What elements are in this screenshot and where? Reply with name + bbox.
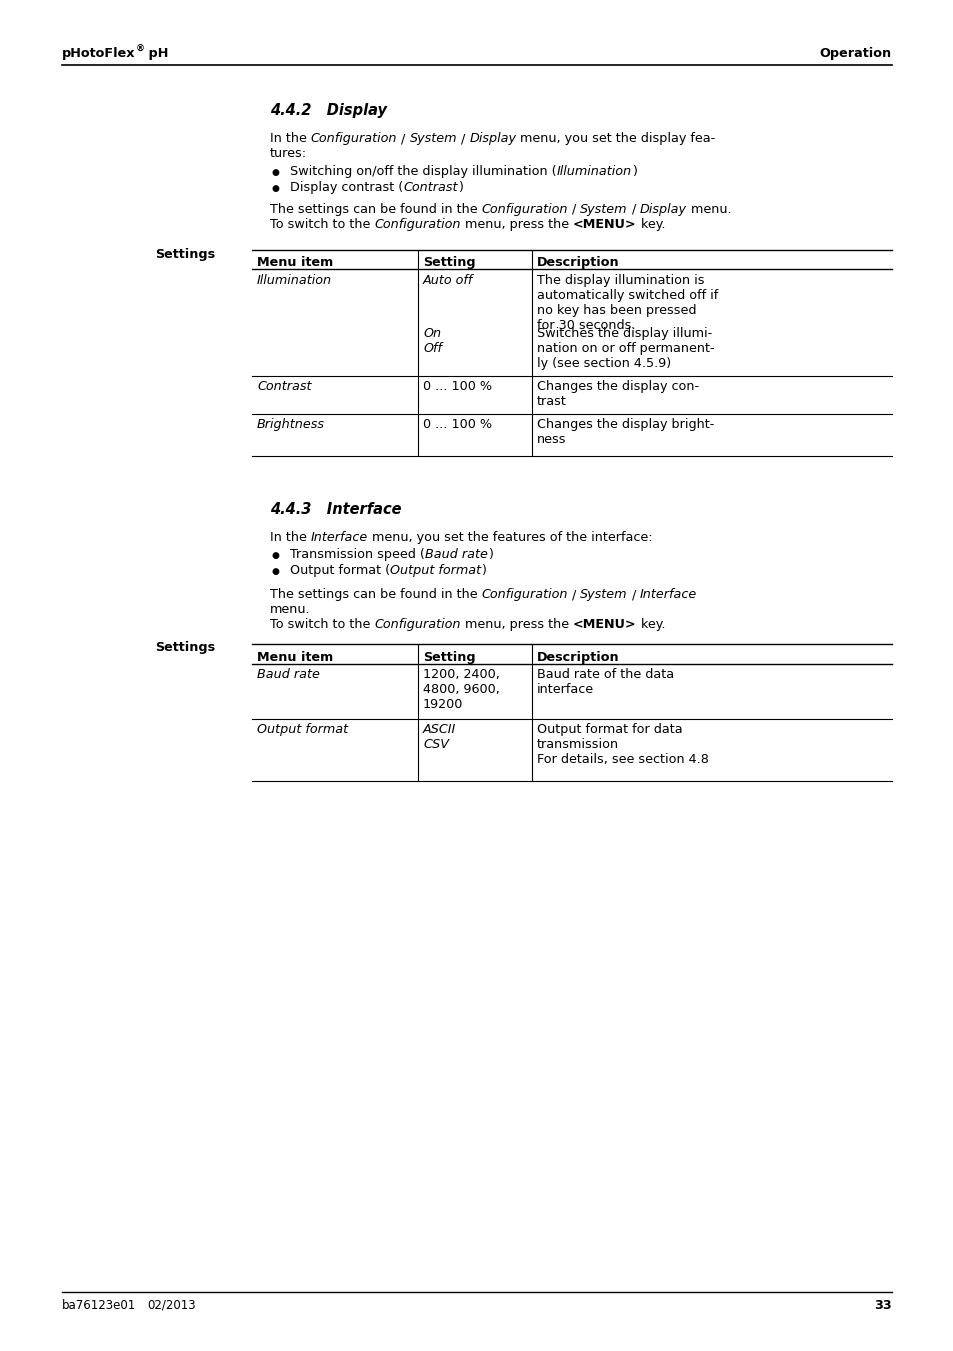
Text: ba76123e01: ba76123e01: [62, 1300, 136, 1312]
Text: menu, press the: menu, press the: [460, 218, 573, 231]
Text: 0 ... 100 %: 0 ... 100 %: [422, 417, 492, 431]
Text: Output format for data: Output format for data: [537, 723, 682, 736]
Text: Description: Description: [537, 255, 619, 269]
Text: ): ): [480, 563, 486, 577]
Text: /: /: [627, 588, 639, 601]
Text: Changes the display con-: Changes the display con-: [537, 380, 699, 393]
Text: Configuration: Configuration: [481, 203, 568, 216]
Text: Display contrast (: Display contrast (: [290, 181, 403, 195]
Text: /: /: [397, 132, 409, 145]
Text: Output format (: Output format (: [290, 563, 390, 577]
Text: 4.4.2   Display: 4.4.2 Display: [270, 103, 387, 118]
Text: For details, see section 4.8: For details, see section 4.8: [537, 753, 708, 766]
Text: transmission: transmission: [537, 738, 618, 751]
Text: pH: pH: [144, 47, 169, 59]
Text: ): ): [631, 165, 636, 178]
Text: 4800, 9600,: 4800, 9600,: [422, 684, 499, 696]
Text: 33: 33: [873, 1300, 891, 1312]
Text: <MENU>: <MENU>: [573, 218, 636, 231]
Text: System: System: [579, 588, 627, 601]
Text: System: System: [409, 132, 456, 145]
Text: Configuration: Configuration: [374, 617, 460, 631]
Text: <MENU>: <MENU>: [573, 617, 636, 631]
Text: To switch to the: To switch to the: [270, 617, 374, 631]
Text: CSV: CSV: [422, 738, 449, 751]
Text: menu.: menu.: [686, 203, 731, 216]
Text: Off: Off: [422, 342, 441, 355]
Text: Brightness: Brightness: [256, 417, 325, 431]
Text: Configuration: Configuration: [374, 218, 460, 231]
Text: Setting: Setting: [422, 651, 476, 663]
Text: menu, you set the features of the interface:: menu, you set the features of the interf…: [368, 531, 652, 544]
Text: Output format: Output format: [256, 723, 348, 736]
Text: Operation: Operation: [819, 47, 891, 59]
Text: ®: ®: [135, 45, 144, 54]
Text: Auto off: Auto off: [422, 274, 473, 286]
Text: Interface: Interface: [639, 588, 697, 601]
Text: Illumination: Illumination: [256, 274, 332, 286]
Text: /: /: [456, 132, 469, 145]
Text: nation on or off permanent-: nation on or off permanent-: [537, 342, 714, 355]
Text: pHotoFlex: pHotoFlex: [62, 47, 135, 59]
Text: Transmission speed (: Transmission speed (: [290, 549, 424, 561]
Text: menu.: menu.: [270, 603, 311, 616]
Text: Settings: Settings: [154, 249, 214, 261]
Text: Configuration: Configuration: [311, 132, 397, 145]
Text: Description: Description: [537, 651, 619, 663]
Text: System: System: [579, 203, 627, 216]
Text: /: /: [627, 203, 639, 216]
Text: In the: In the: [270, 132, 311, 145]
Text: /: /: [568, 588, 579, 601]
Text: Switching on/off the display illumination (: Switching on/off the display illuminatio…: [290, 165, 556, 178]
Text: ●: ●: [272, 184, 279, 193]
Text: key.: key.: [636, 617, 664, 631]
Text: Display: Display: [469, 132, 516, 145]
Text: Baud rate of the data: Baud rate of the data: [537, 667, 674, 681]
Text: Configuration: Configuration: [481, 588, 568, 601]
Text: Baud rate: Baud rate: [256, 667, 319, 681]
Text: trast: trast: [537, 394, 566, 408]
Text: ness: ness: [537, 434, 566, 446]
Text: To switch to the: To switch to the: [270, 218, 374, 231]
Text: Contrast: Contrast: [403, 181, 457, 195]
Text: Setting: Setting: [422, 255, 476, 269]
Text: Contrast: Contrast: [256, 380, 312, 393]
Text: Display: Display: [639, 203, 686, 216]
Text: 19200: 19200: [422, 698, 463, 711]
Text: Baud rate: Baud rate: [424, 549, 487, 561]
Text: On: On: [422, 327, 440, 340]
Text: ASCII: ASCII: [422, 723, 456, 736]
Text: interface: interface: [537, 684, 594, 696]
Text: Menu item: Menu item: [256, 651, 333, 663]
Text: In the: In the: [270, 531, 311, 544]
Text: 1200, 2400,: 1200, 2400,: [422, 667, 499, 681]
Text: The display illumination is: The display illumination is: [537, 274, 703, 286]
Text: 0 ... 100 %: 0 ... 100 %: [422, 380, 492, 393]
Text: key.: key.: [636, 218, 664, 231]
Text: Switches the display illumi-: Switches the display illumi-: [537, 327, 712, 340]
Text: Changes the display bright-: Changes the display bright-: [537, 417, 714, 431]
Text: ●: ●: [272, 168, 279, 177]
Text: ly (see section 4.5.9): ly (see section 4.5.9): [537, 357, 670, 370]
Text: Illumination: Illumination: [556, 165, 631, 178]
Text: ): ): [457, 181, 462, 195]
Text: /: /: [568, 203, 579, 216]
Text: menu, you set the display fea-: menu, you set the display fea-: [516, 132, 715, 145]
Text: ●: ●: [272, 551, 279, 561]
Text: Settings: Settings: [154, 640, 214, 654]
Text: no key has been pressed: no key has been pressed: [537, 304, 696, 317]
Text: Interface: Interface: [311, 531, 368, 544]
Text: ●: ●: [272, 567, 279, 576]
Text: for 30 seconds.: for 30 seconds.: [537, 319, 635, 332]
Text: The settings can be found in the: The settings can be found in the: [270, 588, 481, 601]
Text: Menu item: Menu item: [256, 255, 333, 269]
Text: ): ): [487, 549, 492, 561]
Text: The settings can be found in the: The settings can be found in the: [270, 203, 481, 216]
Text: automatically switched off if: automatically switched off if: [537, 289, 718, 303]
Text: Output format: Output format: [390, 563, 480, 577]
Text: 4.4.3   Interface: 4.4.3 Interface: [270, 503, 401, 517]
Text: tures:: tures:: [270, 147, 307, 159]
Text: 02/2013: 02/2013: [147, 1300, 195, 1312]
Text: menu, press the: menu, press the: [460, 617, 573, 631]
